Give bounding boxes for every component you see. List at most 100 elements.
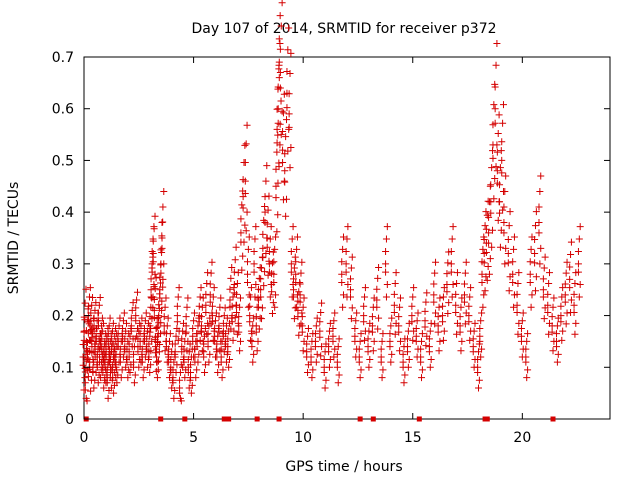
data-point (431, 320, 439, 328)
data-point (510, 303, 518, 311)
data-point (396, 303, 404, 311)
data-point (333, 350, 341, 358)
data-point (421, 317, 429, 325)
data-point (574, 247, 582, 255)
data-point (531, 250, 539, 258)
data-point (500, 203, 508, 211)
data-point (229, 293, 237, 301)
data-point (421, 323, 429, 331)
data-point (475, 376, 483, 384)
data-point (282, 133, 290, 141)
data-point (158, 297, 166, 305)
data-point (331, 345, 339, 353)
data-point (549, 347, 557, 355)
data-point (478, 278, 486, 286)
data-point (460, 291, 468, 299)
data-point (365, 327, 373, 335)
data-point (187, 389, 195, 397)
zero-marker (550, 416, 556, 422)
data-point (249, 358, 257, 366)
zero-marker (226, 416, 232, 422)
data-point (112, 363, 120, 371)
data-point (290, 293, 298, 301)
data-point (304, 325, 312, 332)
data-point (226, 285, 234, 293)
data-point (330, 317, 338, 325)
data-point (506, 208, 514, 216)
data-point (197, 328, 205, 336)
data-point (570, 301, 578, 309)
data-point (248, 343, 256, 351)
data-point (309, 366, 317, 374)
data-point (166, 330, 174, 338)
data-point (123, 358, 131, 366)
data-point (219, 366, 227, 374)
data-point (262, 177, 270, 185)
data-point (180, 345, 188, 353)
data-point (203, 330, 211, 338)
data-point (513, 301, 521, 309)
data-point (158, 306, 166, 314)
data-point (176, 376, 184, 384)
data-point (501, 260, 509, 268)
data-point (493, 148, 501, 156)
data-point (563, 258, 571, 266)
data-point (210, 284, 218, 292)
data-point (252, 223, 260, 231)
data-point (361, 336, 369, 344)
data-point (151, 349, 159, 357)
data-point (257, 293, 265, 301)
data-point (82, 285, 90, 293)
data-point (453, 269, 461, 277)
data-point (504, 250, 512, 258)
data-point (276, 120, 284, 128)
data-point (297, 269, 305, 277)
data-point (383, 281, 391, 289)
data-point (196, 336, 204, 344)
data-point (396, 294, 404, 302)
data-point (244, 245, 252, 253)
data-point (208, 302, 216, 310)
data-point (499, 101, 507, 109)
zero-marker (416, 416, 422, 422)
data-point (493, 40, 501, 48)
data-point (561, 298, 569, 306)
data-point (234, 269, 242, 277)
data-point (159, 283, 167, 291)
data-point (562, 320, 570, 328)
data-point (243, 121, 251, 129)
data-point (282, 212, 290, 220)
y-axis-label: SRMTID / TECUs (6, 182, 22, 295)
data-point (559, 284, 567, 292)
data-point (410, 284, 418, 292)
data-point (527, 303, 535, 311)
data-point (465, 312, 473, 320)
data-point (444, 259, 452, 267)
data-point (195, 318, 203, 326)
data-point (456, 322, 464, 330)
data-point (480, 236, 488, 244)
data-point (439, 336, 447, 344)
data-point (311, 343, 319, 351)
data-point (298, 313, 306, 321)
data-point (339, 233, 347, 241)
data-point (482, 208, 490, 216)
data-point (298, 258, 306, 266)
x-tick-label: 15 (404, 430, 422, 446)
data-point (132, 304, 140, 312)
data-point (427, 356, 435, 364)
data-point (479, 303, 487, 311)
data-point (544, 301, 552, 309)
data-point (245, 233, 253, 241)
data-point (523, 374, 531, 382)
data-point (250, 247, 258, 255)
data-point (499, 119, 507, 127)
data-point (160, 187, 168, 195)
data-point (201, 325, 209, 332)
data-point (329, 337, 337, 345)
data-point (272, 194, 280, 202)
data-point (481, 287, 489, 295)
data-point (491, 83, 499, 91)
data-point (146, 328, 154, 336)
data-point (303, 340, 311, 348)
